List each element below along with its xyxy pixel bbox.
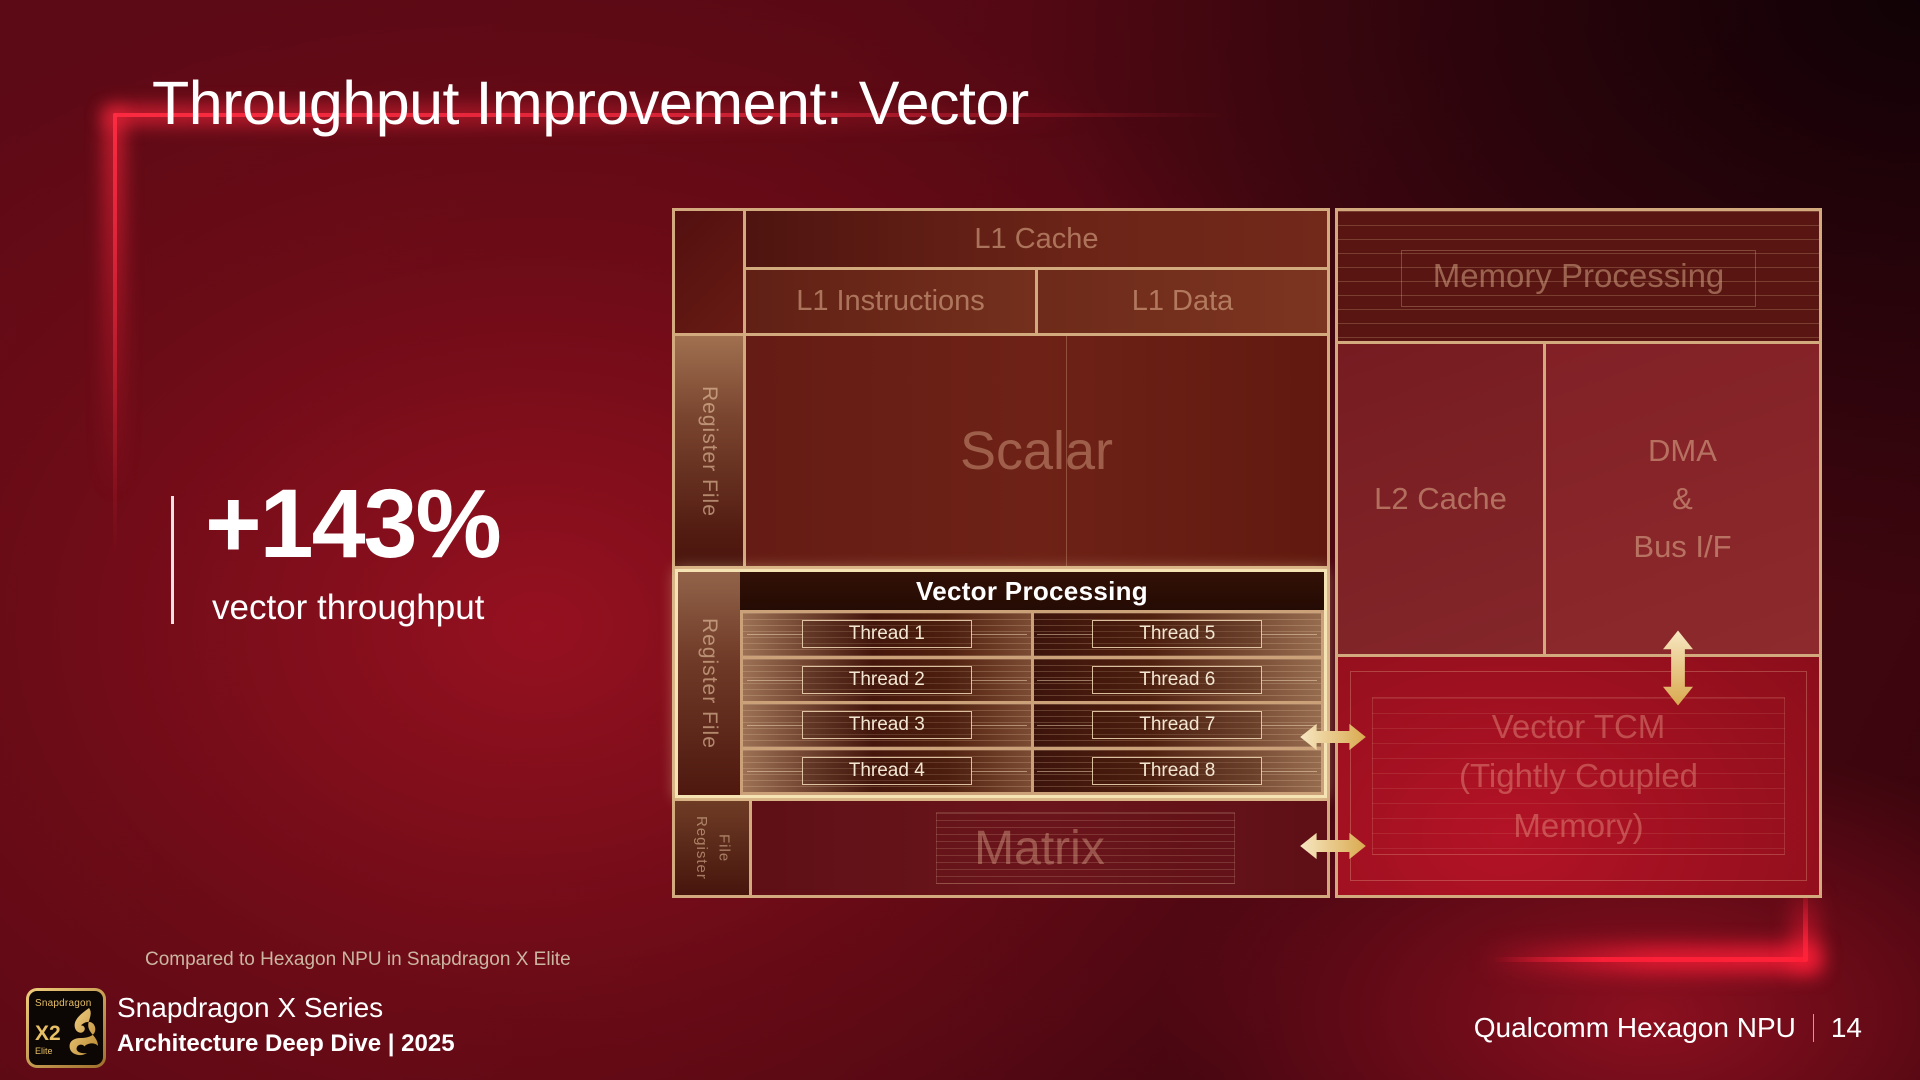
- thread-label: Thread 8: [1037, 756, 1318, 785]
- memory-processing-box: Memory Processing: [1338, 211, 1819, 341]
- logo-model-text: X2: [35, 1022, 61, 1045]
- l1-cache-box: L1 Cache: [746, 211, 1327, 267]
- matrix-box: Matrix: [752, 801, 1327, 895]
- matrix-label: Matrix: [974, 821, 1105, 875]
- glow-line-bottom-right-core: [1492, 957, 1808, 962]
- register-file-box-vector: Register File: [678, 572, 740, 795]
- glow-line-left-core: [113, 113, 117, 593]
- page-title: Throughput Improvement: Vector: [152, 69, 1029, 137]
- l1-data-box: L1 Data: [1038, 270, 1327, 333]
- thread-row: Thread 3: [743, 704, 1031, 747]
- dma-label-line3: Bus I/F: [1633, 529, 1732, 565]
- logo-brand-text: Snapdragon: [35, 998, 92, 1009]
- vtcm-label-line2: (Tightly Coupled: [1458, 757, 1699, 795]
- dma-bus-box: DMA & Bus I/F: [1546, 344, 1819, 654]
- dma-label-line2: &: [1672, 480, 1693, 516]
- footer-right-text: Qualcomm Hexagon NPU: [1473, 1012, 1796, 1043]
- snapdragon-logo: Snapdragon X2 Elite: [26, 988, 106, 1068]
- thread-row: Thread 2: [743, 658, 1031, 701]
- thread-row: Thread 1: [743, 613, 1031, 656]
- register-file-label: Register File: [693, 816, 733, 880]
- thread-label: Thread 6: [1037, 665, 1318, 694]
- dma-to-tcm-arrow-icon: [1663, 630, 1693, 706]
- scalar-label: Scalar: [959, 421, 1114, 481]
- l1-instructions-label: L1 Instructions: [796, 285, 985, 317]
- thread-row: Thread 8: [1033, 749, 1321, 792]
- footer-brand-line2: Architecture Deep Dive | 2025: [117, 1030, 455, 1057]
- footer-separator: [1812, 1014, 1814, 1042]
- vector-processing-box-highlighted: Register File Vector Processing Thread 1…: [675, 569, 1327, 798]
- scalar-row: Register File Scalar: [675, 336, 1327, 566]
- vector-to-tcm-arrow-icon: [1300, 723, 1366, 751]
- thread-row: Thread 6: [1033, 658, 1321, 701]
- register-file-box-scalar: Register File: [675, 336, 743, 566]
- glow-line-right-core: [1803, 890, 1808, 962]
- thread-row: Thread 7: [1033, 704, 1321, 747]
- stat-label: vector throughput: [212, 588, 485, 627]
- thread-row: Thread 4: [743, 749, 1031, 792]
- npu-architecture-diagram: L1 Cache L1 Instructions L1 Data Registe…: [672, 208, 1822, 898]
- vector-processing-header: Vector Processing: [740, 572, 1324, 610]
- compute-block: L1 Cache L1 Instructions L1 Data Registe…: [672, 208, 1330, 898]
- thread-label: Thread 3: [746, 711, 1027, 740]
- thread-label: Thread 5: [1037, 620, 1318, 649]
- page-number: 14: [1830, 1012, 1862, 1043]
- vtcm-label-line1: Vector TCM: [1491, 707, 1666, 745]
- corner-box: [675, 211, 743, 333]
- memory-processing-label: Memory Processing: [1432, 257, 1725, 294]
- register-file-label: Register File: [698, 385, 721, 517]
- thread-label: Thread 4: [746, 756, 1027, 785]
- matrix-to-tcm-arrow-icon: [1300, 832, 1366, 860]
- l1-instructions-box: L1 Instructions: [746, 270, 1035, 333]
- memory-block: Memory Processing L2 Cache DMA & Bus I/F…: [1335, 208, 1822, 898]
- vtcm-label-line3: Memory): [1513, 806, 1644, 844]
- logo-tier-text: Elite: [35, 1046, 53, 1056]
- l1-group: L1 Cache L1 Instructions L1 Data: [746, 211, 1327, 333]
- thread-label: Thread 7: [1037, 711, 1318, 740]
- matrix-row: Register File Matrix: [675, 801, 1327, 895]
- thread-label: Thread 2: [746, 665, 1027, 694]
- footnote: Compared to Hexagon NPU in Snapdragon X …: [145, 949, 571, 970]
- l1-cache-label: L1 Cache: [974, 222, 1099, 255]
- footer-right: Qualcomm Hexagon NPU 14: [1474, 1012, 1862, 1044]
- l2-cache-label: L2 Cache: [1374, 480, 1507, 516]
- stat-value: +143%: [205, 469, 502, 578]
- snapdragon-flame-icon: [69, 1008, 98, 1056]
- l2-cache-box: L2 Cache: [1338, 344, 1543, 654]
- thread-label: Thread 1: [746, 620, 1027, 649]
- scalar-box: Scalar: [746, 336, 1327, 566]
- vector-tcm-box: Vector TCM (Tightly Coupled Memory): [1338, 657, 1819, 895]
- thread-grid: Thread 1 Thread 2 Thread 3 Thread 4 Thre…: [740, 610, 1324, 795]
- register-file-label: Register File: [698, 618, 721, 749]
- footer-brand-line1: Snapdragon X Series: [117, 992, 384, 1023]
- glow-line-top-core: [113, 113, 1278, 117]
- l1-data-label: L1 Data: [1131, 285, 1234, 317]
- stat-divider: [171, 496, 174, 624]
- thread-row: Thread 5: [1033, 613, 1321, 656]
- register-file-box-matrix: Register File: [675, 801, 749, 895]
- dma-label-line1: DMA: [1648, 432, 1717, 468]
- l1-row: L1 Cache L1 Instructions L1 Data: [675, 211, 1327, 333]
